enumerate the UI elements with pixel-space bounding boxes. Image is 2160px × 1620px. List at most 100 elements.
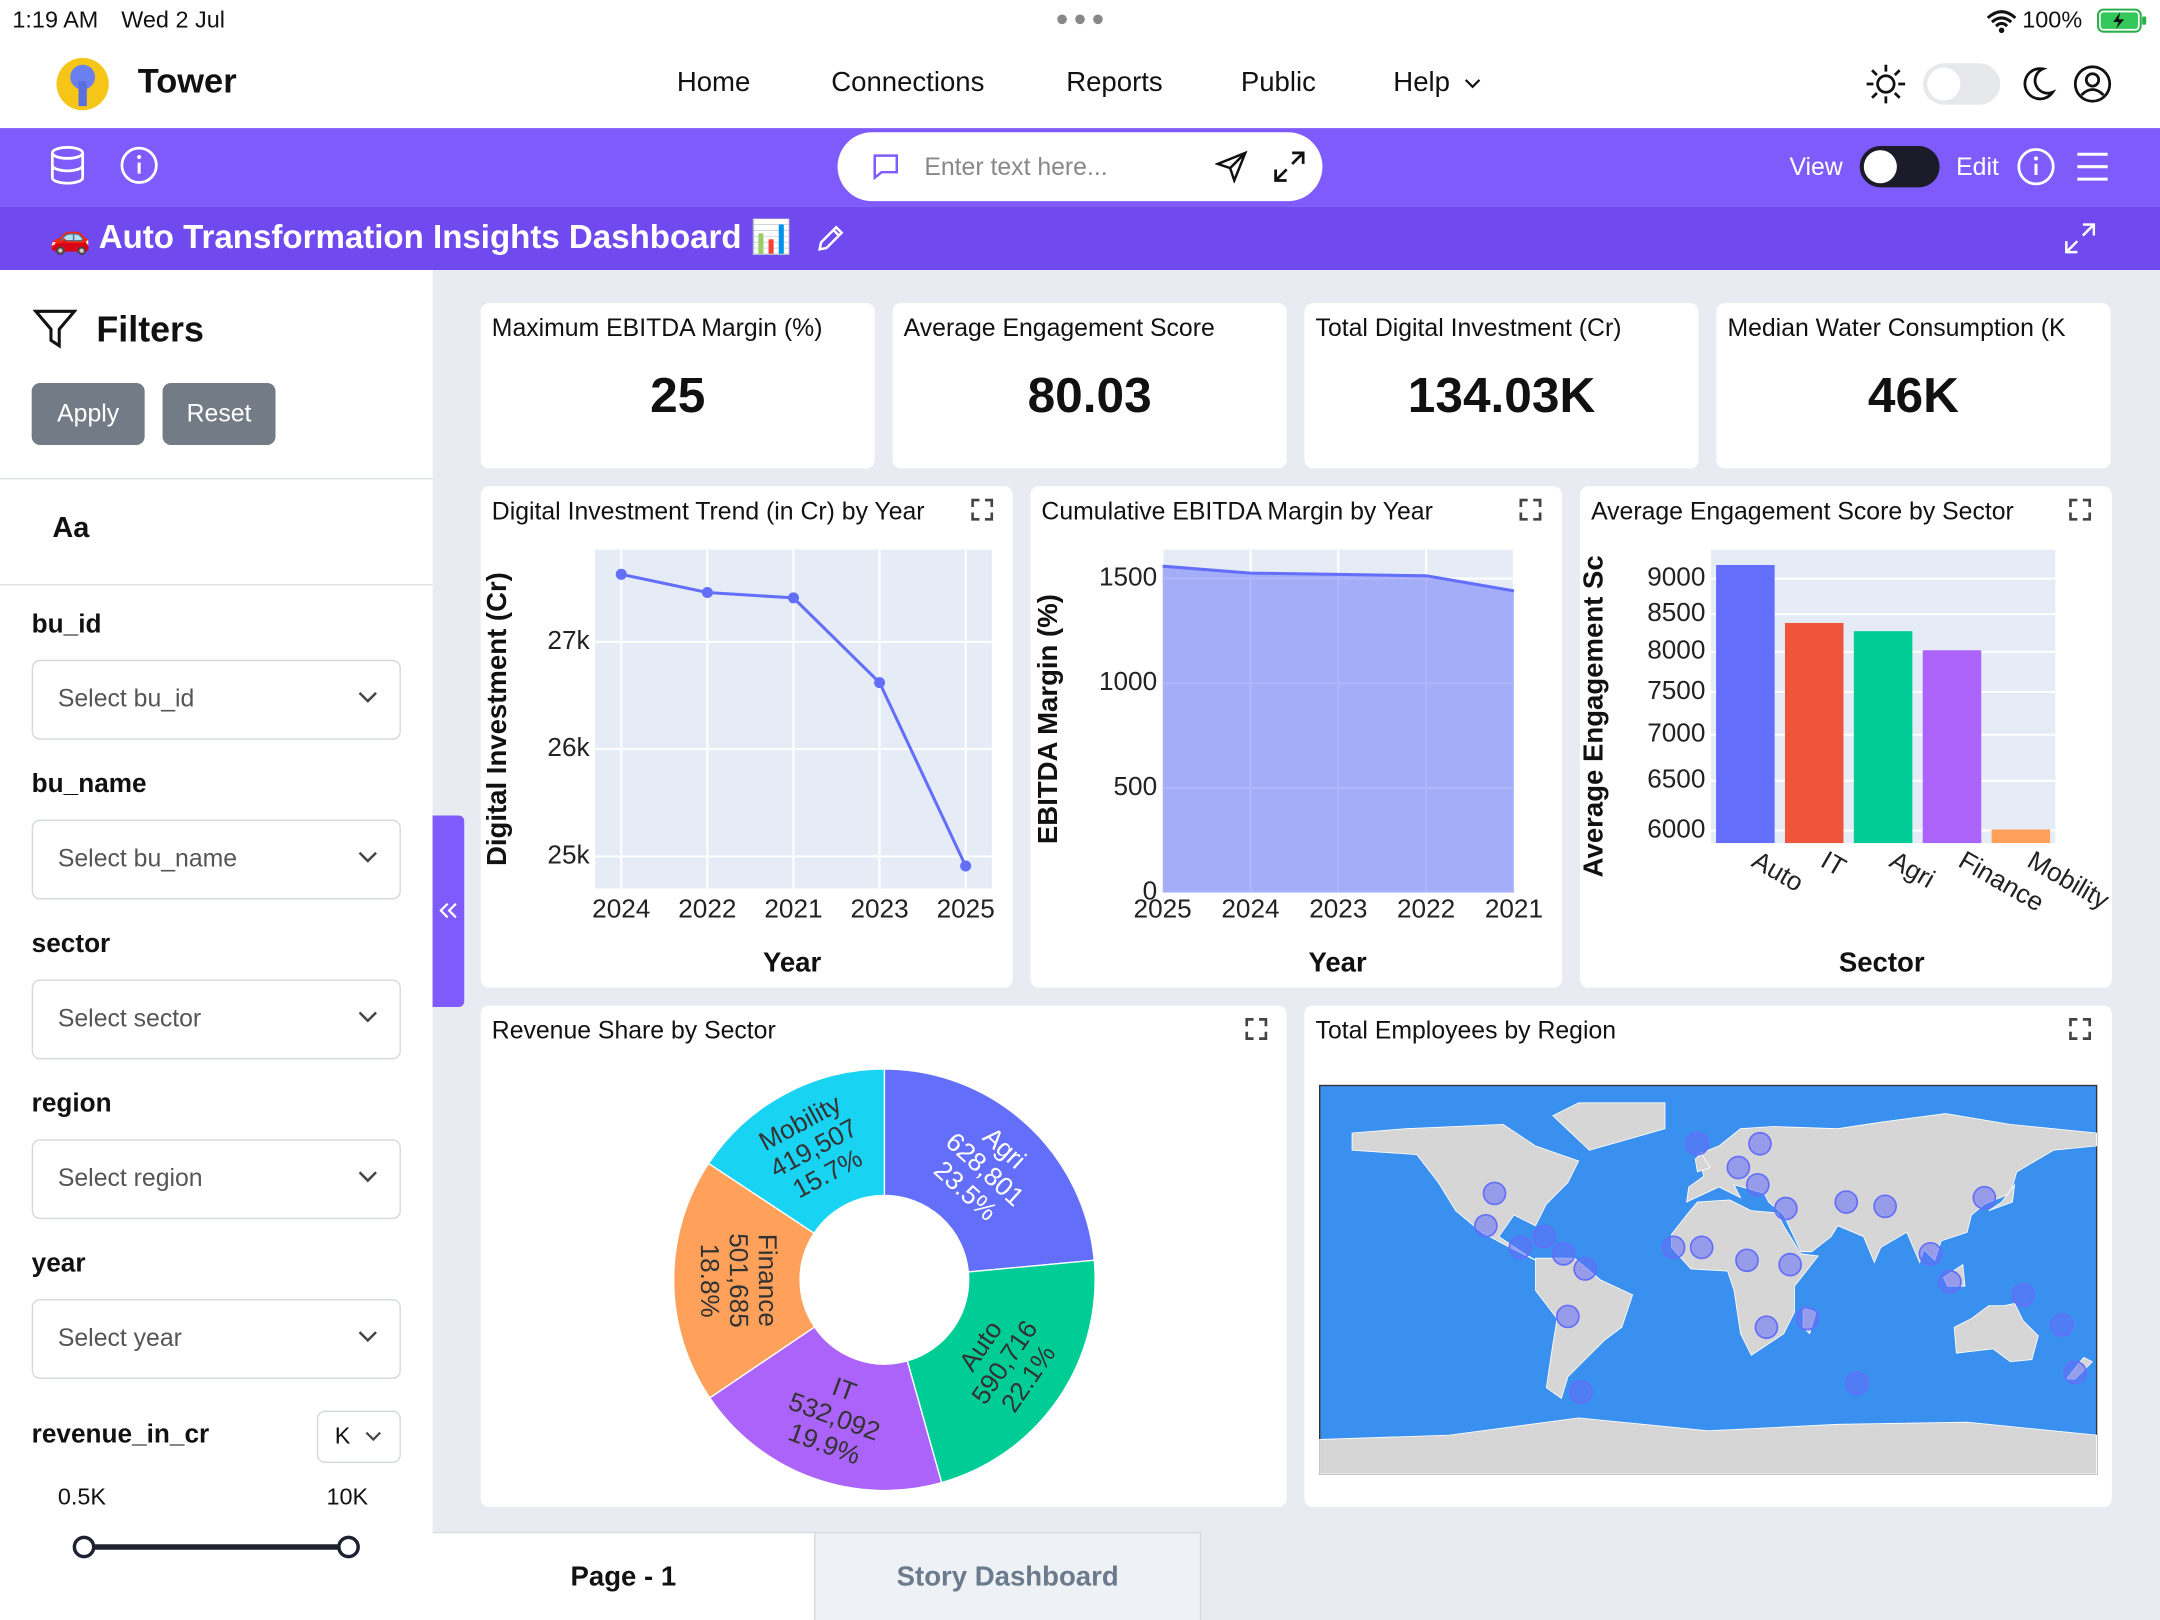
edit-title-icon[interactable]	[816, 223, 846, 253]
chevron-icon	[358, 1331, 377, 1343]
map-point	[1482, 1181, 1507, 1206]
kpi-label: Maximum EBITDA Margin (%)	[491, 314, 823, 342]
theme-toggle[interactable]	[1923, 63, 2001, 105]
kpi-value: 25	[650, 366, 706, 423]
y-tick-label: 25k	[547, 839, 590, 869]
edit-label: Edit	[1956, 152, 1999, 181]
kpi-label: Median Water Consumption (K	[1727, 314, 2066, 342]
search-box[interactable]	[837, 132, 1323, 202]
view-edit-toggle[interactable]	[1859, 146, 1940, 188]
map-point	[1745, 1172, 1770, 1197]
kpi-label: Total Digital Investment (Cr)	[1315, 314, 1622, 342]
map-point	[2011, 1283, 2036, 1307]
chart-title: Cumulative EBITDA Margin by Year	[1041, 497, 1433, 525]
pie-slice	[707, 1068, 886, 1235]
expand-chart-icon[interactable]	[1245, 1018, 1268, 1041]
map-point	[1873, 1194, 1897, 1219]
reset-button[interactable]: Reset	[162, 382, 276, 445]
expand-chart-icon[interactable]	[2069, 498, 2092, 521]
kpi-card: Median Water Consumption (K 46K	[1716, 303, 2111, 469]
view-label: View	[1789, 152, 1843, 181]
x-tick-label: 2022	[678, 893, 736, 923]
unit-select[interactable]: K	[316, 1410, 401, 1463]
select-placeholder: Select region	[57, 1164, 203, 1192]
expand-chart-icon[interactable]	[2069, 1018, 2092, 1041]
filter-label: sector	[31, 929, 111, 959]
pie-slice	[883, 1068, 1095, 1273]
land	[1552, 1102, 1666, 1151]
nav-link[interactable]: Home	[676, 67, 751, 98]
chevron-icon	[358, 1011, 377, 1023]
battery-icon	[2096, 8, 2147, 33]
select-placeholder: Select sector	[57, 1004, 202, 1032]
filter-select[interactable]: Select sector	[31, 979, 401, 1060]
y-tick-label: 8000	[1647, 635, 1705, 665]
collapse-tab[interactable]	[432, 815, 465, 1007]
map-point	[1795, 1306, 1820, 1331]
range-slider[interactable]	[69, 1532, 364, 1562]
kpi-value: 80.03	[1027, 366, 1152, 423]
select-placeholder: Select bu_id	[57, 684, 195, 713]
y-tick-label: 27k	[547, 625, 590, 655]
line	[1162, 564, 1515, 593]
brand[interactable]: Tower	[137, 61, 237, 101]
search-placeholder[interactable]: Enter text here...	[924, 152, 1108, 181]
nav-link[interactable]: Help	[1393, 67, 1450, 98]
area	[1162, 566, 1514, 893]
database-icon[interactable]	[50, 146, 86, 185]
x-axis-title: Sector	[1839, 947, 1925, 978]
moon-icon[interactable]	[2018, 65, 2057, 104]
chevron-icon	[358, 851, 377, 863]
chat-icon	[873, 154, 899, 181]
select-placeholder: Select year	[57, 1323, 182, 1352]
apply-button[interactable]: Apply	[31, 382, 145, 445]
info-icon[interactable]	[2017, 147, 2056, 186]
status-time: 1:19 AM	[12, 6, 99, 34]
filter-select[interactable]: Select region	[31, 1139, 401, 1220]
pie-slice	[906, 1259, 1096, 1484]
info-icon[interactable]	[120, 146, 159, 185]
y-tick-label: 8500	[1647, 597, 1705, 627]
filter-select[interactable]: Select bu_id	[31, 659, 401, 740]
kpi-card: Maximum EBITDA Margin (%) 25	[480, 303, 875, 469]
filter-icon	[33, 309, 78, 349]
pie-slice	[708, 1326, 943, 1492]
kpi-value: 46K	[1867, 366, 1959, 423]
expand-icon[interactable]	[1273, 150, 1306, 183]
range-max: 10K	[326, 1483, 369, 1510]
land	[1988, 1183, 2016, 1212]
nav-link[interactable]: Public	[1240, 67, 1316, 98]
bar	[1716, 564, 1775, 844]
page-tab[interactable]: Page - 1	[432, 1531, 815, 1620]
sun-icon[interactable]	[1865, 63, 1906, 104]
chevron-icon	[1464, 79, 1481, 89]
filter-select[interactable]: Select year	[31, 1299, 401, 1379]
user-icon[interactable]	[2073, 65, 2112, 104]
x-tick-label: 2024	[592, 893, 650, 923]
expand-chart-icon[interactable]	[971, 498, 994, 521]
map-point	[1845, 1371, 1869, 1396]
filter-sidebar	[0, 269, 433, 1620]
page-tab[interactable]: Story Dashboard	[814, 1531, 1202, 1620]
menu-icon[interactable]	[2076, 152, 2109, 182]
fullscreen-icon[interactable]	[2065, 223, 2096, 254]
nav-link[interactable]: Reports	[1066, 67, 1163, 98]
map-point	[2063, 1360, 2087, 1385]
nav-link[interactable]: Connections	[831, 67, 985, 98]
point	[874, 677, 886, 689]
x-tick-label: 2021	[1485, 893, 1543, 923]
land	[1535, 1257, 1634, 1400]
send-icon[interactable]	[1214, 150, 1248, 184]
chart-title: Revenue Share by Sector	[491, 1016, 776, 1045]
filter-select[interactable]: Select bu_name	[31, 819, 401, 900]
land	[1319, 1417, 2098, 1475]
expand-chart-icon[interactable]	[1519, 498, 1542, 521]
font-toggle[interactable]: Aa	[52, 512, 90, 545]
collapse-icon	[439, 902, 457, 919]
y-tick-label: 0	[1143, 876, 1158, 906]
filter-label: bu_name	[31, 770, 147, 799]
logo[interactable]	[55, 56, 110, 111]
map-point	[1573, 1257, 1597, 1281]
point	[701, 587, 713, 599]
chevron-icon	[358, 692, 377, 703]
